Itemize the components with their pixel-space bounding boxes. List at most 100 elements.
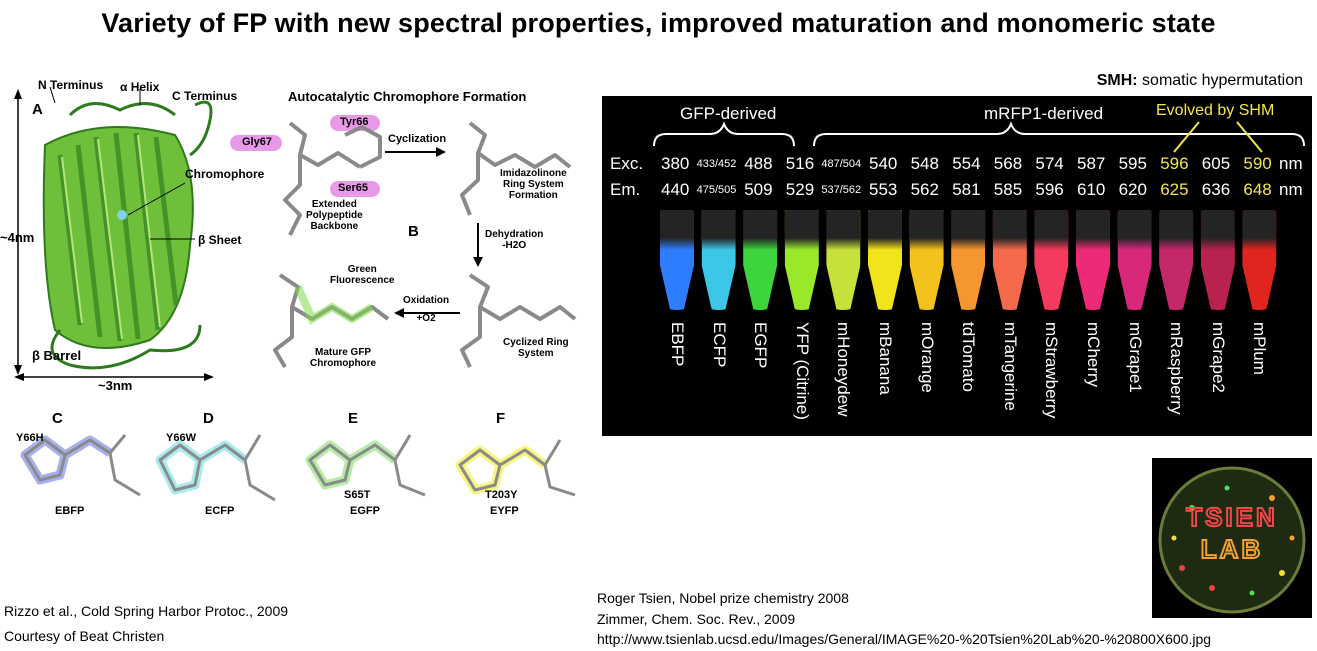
variant-f-letter: F — [496, 410, 506, 427]
gly67-label: Gly67 — [242, 136, 272, 148]
reference-courtesy: Courtesy of Beat Christen — [4, 628, 165, 644]
exc-value: 380 — [661, 154, 690, 173]
panel-b-heading: Autocatalytic Chromophore Formation — [288, 89, 527, 104]
exc-value: 605 — [1201, 154, 1231, 173]
backbone-line-3: Backbone — [310, 221, 359, 232]
exc-row-label: Exc. — [610, 154, 644, 173]
exc-value: 595 — [1118, 154, 1147, 173]
exc-value: 516 — [785, 154, 815, 173]
cyclized-label: Cyclized Ring System — [503, 337, 569, 359]
green-fluorescence-line-2: Fluorescence — [330, 275, 395, 286]
exc-value: 487/504 — [821, 158, 862, 170]
exc-value: 568 — [993, 154, 1023, 173]
tube-name: mGrape1 — [1125, 322, 1145, 393]
em-value: 529 — [785, 180, 815, 199]
ser65-label: Ser65 — [338, 182, 368, 194]
em-value: 553 — [869, 180, 898, 199]
variant-c-name: EBFP — [55, 505, 85, 517]
tube-name: mOrange — [917, 322, 937, 393]
variant-d-name: ECFP — [205, 505, 235, 517]
em-value: 509 — [744, 180, 773, 199]
tube-name: EGFP — [751, 322, 771, 369]
alpha-helix-label: α Helix — [120, 80, 160, 94]
tube-name: mCherry — [1084, 322, 1103, 388]
tube-name: mRaspberry — [1167, 322, 1187, 415]
imidazolinone-label: Imidazolinone Ring System Formation — [500, 168, 567, 201]
variant-e-letter: E — [348, 410, 359, 427]
tube-name: mPlum — [1250, 322, 1270, 375]
exc-value: 596 — [1160, 154, 1189, 173]
reference-url[interactable]: http://www.tsienlab.ucsd.edu/Images/Gene… — [597, 631, 1212, 647]
photo-brackets — [653, 121, 1305, 153]
variant-c-letter: C — [52, 410, 63, 427]
tube-name: mHoneydew — [834, 322, 854, 417]
em-value: 475/505 — [696, 184, 737, 196]
reference-tsien: Roger Tsien, Nobel prize chemistry 2008 — [597, 590, 849, 606]
em-unit: nm — [1279, 180, 1303, 199]
variant-f-mutation: T203Y — [485, 489, 518, 501]
exc-value: 574 — [1035, 154, 1064, 173]
dish-colonies — [1171, 485, 1295, 596]
variant-d-letter: D — [203, 410, 214, 427]
smh-abbrev: SMH: — [1096, 72, 1138, 89]
cyclized-line-1: Cyclized Ring — [503, 337, 569, 348]
exc-value: 590 — [1243, 154, 1272, 173]
variant-e-name: EGFP — [350, 505, 380, 517]
em-value: 596 — [1035, 180, 1064, 199]
oxidation-label: Oxidation +O2 — [403, 292, 449, 328]
em-value: 585 — [993, 180, 1023, 199]
variant-d-mutation: Y66W — [166, 432, 196, 444]
em-value: 440 — [661, 180, 690, 199]
exc-value: 587 — [1077, 154, 1106, 173]
tube-name: mGrape2 — [1208, 322, 1228, 393]
oxidation-line-1: Oxidation — [403, 295, 450, 306]
backbone-line-1: Extended — [311, 199, 357, 210]
dish-graphic: TSIEN LAB — [1158, 466, 1306, 614]
mature-line-2: Chromophore — [310, 358, 377, 369]
exc-value: 540 — [869, 154, 898, 173]
dish-text-line2: LAB — [1201, 534, 1263, 564]
em-value: 620 — [1118, 180, 1147, 199]
exc-unit: nm — [1279, 154, 1303, 173]
em-value: 636 — [1201, 180, 1231, 199]
tube-name: EBFP — [668, 322, 687, 367]
dish-text-line1: TSIEN — [1186, 502, 1278, 532]
exc-value: 554 — [952, 154, 981, 173]
fp-tubes-photo: GFP-derived mRFP1-derived Evolved by SHM… — [602, 96, 1312, 436]
beta-sheet-label: β Sheet — [198, 233, 242, 247]
tube-name: mBanana — [876, 322, 895, 395]
cyclized-line-2: System — [518, 348, 554, 359]
tube-name: tdTomato — [959, 322, 979, 392]
backbone-label: Extended Polypeptide Backbone — [306, 199, 363, 232]
group-shm-label: Evolved by SHM — [1156, 102, 1275, 119]
exc-value: 433/452 — [696, 158, 737, 170]
tsien-lab-dish-photo: TSIEN LAB — [1152, 458, 1312, 618]
imidazolinone-line-3: Formation — [508, 190, 558, 201]
tube-name: ECFP — [709, 322, 729, 368]
em-value: 625 — [1160, 180, 1189, 199]
dehydration-line-2: -H2O — [502, 240, 527, 251]
tube-name: mTangerine — [1000, 322, 1020, 411]
group-gfp-label: GFP-derived — [680, 104, 777, 123]
panel-b-letter: B — [408, 223, 419, 240]
cyclization-label: Cyclization — [388, 133, 447, 145]
imidazolinone-line-1: Imidazolinone — [500, 168, 567, 179]
beta-barrel-label: β Barrel — [32, 348, 82, 363]
reference-zimmer: Zimmer, Chem. Soc. Rev., 2009 — [597, 611, 796, 627]
em-value: 610 — [1077, 180, 1106, 199]
em-row-label: Em. — [610, 180, 641, 199]
tube-name: mStrawberry — [1042, 322, 1062, 419]
height-label: ~4nm — [0, 230, 35, 245]
c-terminus-label: C Terminus — [172, 89, 238, 103]
variant-molecules — [20, 434, 576, 502]
oxidation-line-2: +O2 — [416, 313, 436, 324]
beta-barrel-drawing — [42, 100, 213, 370]
em-value: 562 — [910, 180, 939, 199]
smh-note: SMH: somatic hypermutation — [1097, 72, 1303, 90]
reference-rizzo: Rizzo et al., Cold Spring Harbor Protoc.… — [4, 603, 289, 619]
dehydration-line-1: Dehydration — [485, 229, 544, 240]
gfp-figure-graphics — [14, 86, 577, 502]
variant-e-mutation: S65T — [344, 489, 371, 501]
exc-value: 548 — [910, 154, 939, 173]
em-value: 537/562 — [821, 184, 862, 196]
